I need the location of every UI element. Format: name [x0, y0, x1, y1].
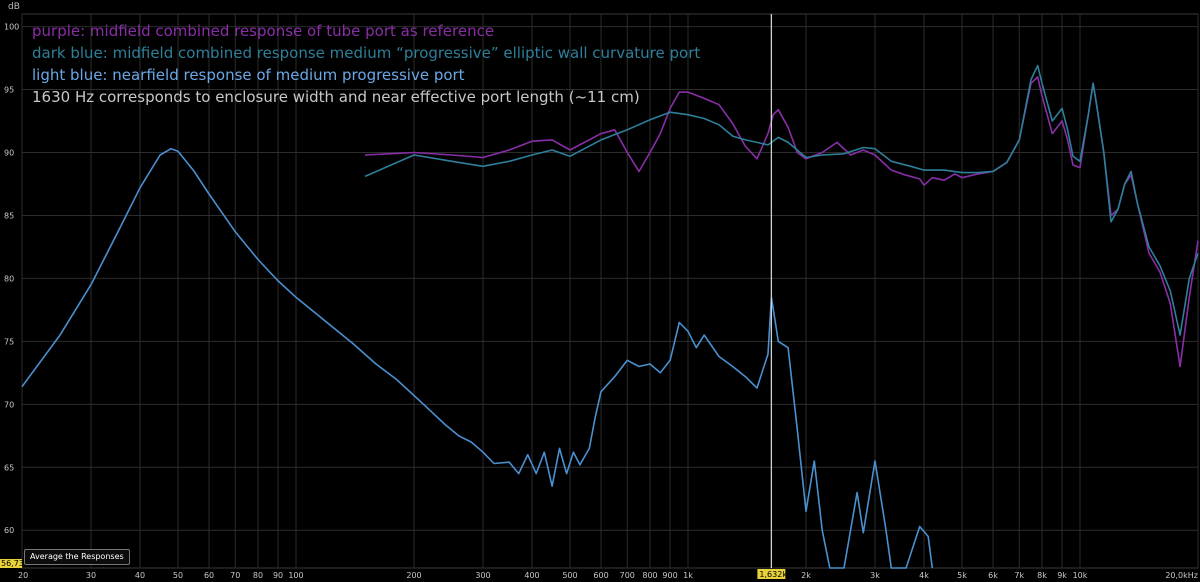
x-tick-label: 20,0kHz [1165, 571, 1198, 580]
x-tick-label: 7k [1014, 571, 1024, 580]
legend-light-blue: light blue: nearfield response of medium… [32, 66, 465, 84]
average-responses-button[interactable]: Average the Responses [24, 549, 130, 565]
x-tick-label: 80 [253, 571, 263, 580]
x-tick-label: 100 [288, 571, 303, 580]
series-line-dark-blue [364, 64, 1199, 336]
x-tick-label: 70 [230, 571, 240, 580]
x-tick-label: 4k [919, 571, 929, 580]
x-tick-label: 800 [642, 571, 657, 580]
x-tick-label: 1k [683, 571, 693, 580]
x-tick-label: 50 [173, 571, 183, 580]
y-tick-label: 70 [4, 400, 14, 409]
y-tick-label: 75 [4, 337, 14, 346]
x-tick-label: 500 [562, 571, 577, 580]
legend-note: 1630 Hz corresponds to enclosure width a… [32, 88, 640, 106]
y-tick-label: 95 [4, 86, 14, 95]
y-axis-unit: dB [8, 2, 20, 12]
x-tick-label: 300 [475, 571, 490, 580]
grid-lines [21, 14, 1199, 568]
x-axis-ticks: 20 30 40 50 60 70 80 90 100 200 300 400 500 600 700 800… [18, 571, 1198, 580]
x-tick-label: 8k [1037, 571, 1047, 580]
legend-dark-blue: dark blue: midfield combined response me… [32, 44, 701, 62]
x-tick-label: 700 [620, 571, 635, 580]
x-tick-label: 200 [406, 571, 421, 580]
legend: purple: midfield combined response of tu… [32, 20, 700, 108]
x-cursor-readout: 1,632k [759, 570, 787, 579]
y-tick-label: 90 [4, 149, 14, 158]
y-tick-label: 80 [4, 274, 14, 283]
x-tick-label: 5k [957, 571, 967, 580]
x-tick-label: 10k [1073, 571, 1088, 580]
x-tick-label: 400 [524, 571, 539, 580]
legend-purple: purple: midfield combined response of tu… [32, 22, 495, 40]
series-layer [21, 64, 1199, 569]
x-tick-label: 600 [593, 571, 608, 580]
x-tick-label: 90 [273, 571, 283, 580]
x-tick-label: 6k [988, 571, 998, 580]
y-cursor-readout: 56,73 [1, 559, 24, 568]
x-cursor-readout-box [757, 569, 786, 579]
x-tick-label: 9k [1057, 571, 1067, 580]
y-tick-label: 60 [4, 526, 14, 535]
x-tick-label: 3k [870, 571, 880, 580]
series-line-light-blue [21, 147, 934, 569]
y-cursor-readout-box [0, 559, 22, 568]
x-tick-label: 30 [86, 571, 96, 580]
x-tick-label: 20 [18, 571, 28, 580]
y-tick-label: 85 [4, 211, 14, 220]
x-tick-label: 900 [662, 571, 677, 580]
y-axis-ticks: 100 95 90 85 80 75 70 65 60 [4, 23, 19, 536]
x-tick-label: 60 [204, 571, 214, 580]
y-tick-label: 100 [4, 23, 19, 32]
x-tick-label: 40 [135, 571, 145, 580]
x-tick-label: 2k [801, 571, 811, 580]
y-tick-label: 65 [4, 463, 14, 472]
